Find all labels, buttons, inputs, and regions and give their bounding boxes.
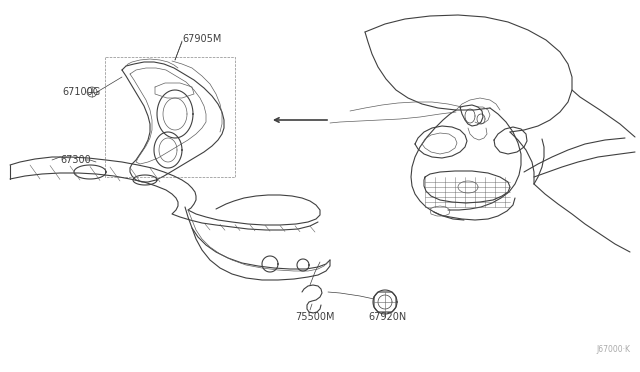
- Text: 67100G: 67100G: [62, 87, 100, 97]
- Text: 75500M: 75500M: [295, 312, 335, 322]
- Text: 67905M: 67905M: [182, 34, 221, 44]
- Text: 67300: 67300: [60, 155, 91, 165]
- Text: J67000·K: J67000·K: [596, 345, 630, 354]
- Text: 67920N: 67920N: [368, 312, 406, 322]
